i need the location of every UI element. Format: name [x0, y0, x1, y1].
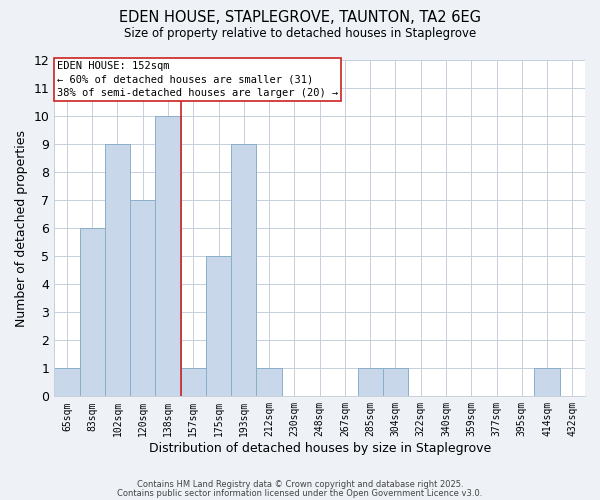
Bar — [181, 368, 206, 396]
Text: Contains HM Land Registry data © Crown copyright and database right 2025.: Contains HM Land Registry data © Crown c… — [137, 480, 463, 489]
Bar — [383, 368, 408, 396]
Text: EDEN HOUSE: 152sqm
← 60% of detached houses are smaller (31)
38% of semi-detache: EDEN HOUSE: 152sqm ← 60% of detached hou… — [57, 62, 338, 98]
X-axis label: Distribution of detached houses by size in Staplegrove: Distribution of detached houses by size … — [149, 442, 491, 455]
Bar — [80, 228, 105, 396]
Bar — [358, 368, 383, 396]
Bar — [256, 368, 282, 396]
Bar — [54, 368, 80, 396]
Text: Size of property relative to detached houses in Staplegrove: Size of property relative to detached ho… — [124, 28, 476, 40]
Bar — [206, 256, 231, 396]
Text: EDEN HOUSE, STAPLEGROVE, TAUNTON, TA2 6EG: EDEN HOUSE, STAPLEGROVE, TAUNTON, TA2 6E… — [119, 10, 481, 25]
Bar — [105, 144, 130, 397]
Y-axis label: Number of detached properties: Number of detached properties — [15, 130, 28, 326]
Bar — [231, 144, 256, 397]
Bar — [535, 368, 560, 396]
Text: Contains public sector information licensed under the Open Government Licence v3: Contains public sector information licen… — [118, 490, 482, 498]
Bar — [155, 116, 181, 396]
Bar — [130, 200, 155, 396]
